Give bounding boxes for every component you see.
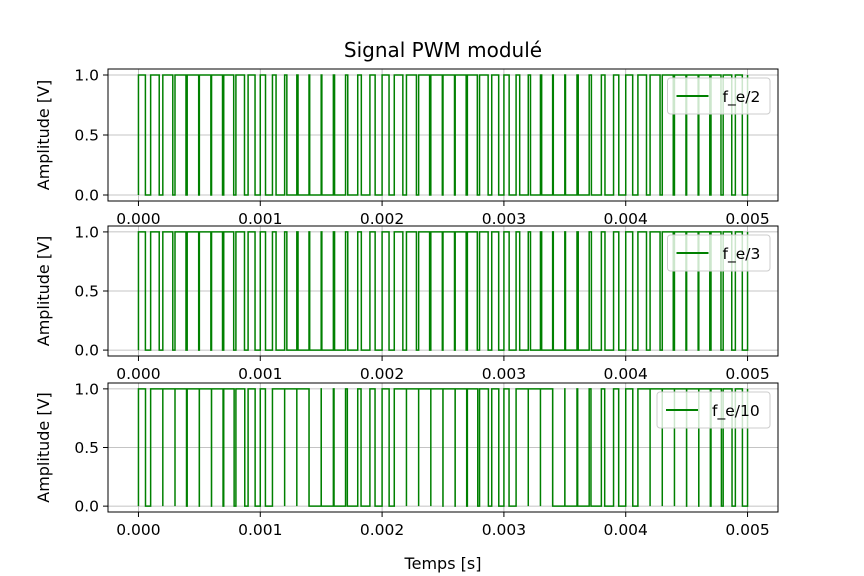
y-axis-label: Amplitude [V] [34,392,53,503]
x-tick-label: 0.000 [116,365,160,383]
x-tick-label: 0.001 [238,365,282,383]
y-tick-label: 1.0 [74,67,99,85]
legend-box [667,234,771,272]
y-tick-label: 0.5 [74,127,99,145]
x-tick-label: 0.004 [604,521,648,539]
legend-box [667,77,771,115]
subplot-1: 0.0 0.5 1.0 0.000 0.001 0.002 0.003 0.004 0.005 A… [34,67,779,228]
x-axis-label: Temps [s] [404,554,482,573]
x-tick-label: 0.005 [725,210,769,228]
x-tick-label: 0.001 [238,210,282,228]
legend: f_e/10 [656,391,771,429]
legend: f_e/3 [667,234,771,272]
y-axis-label: Amplitude [V] [34,236,53,347]
y-axis-label: Amplitude [V] [34,80,53,191]
x-tick-label: 0.005 [725,365,769,383]
legend: f_e/2 [667,77,771,115]
legend-label: f_e/2 [723,88,761,107]
y-tick-label: 1.0 [74,223,99,241]
y-tick-label: 0.0 [74,187,99,205]
y-tick-label: 1.0 [74,380,99,398]
y-tick-label: 0.5 [74,439,99,457]
x-tick-label: 0.003 [482,521,526,539]
figure-title: Signal PWM modulé [344,38,542,62]
x-tick-label: 0.005 [725,521,769,539]
series-line [137,231,749,351]
x-tick-label: 0.002 [360,365,404,383]
subplot-2: 0.0 0.5 1.0 0.000 0.001 0.002 0.003 0.004 0.005 A… [34,223,779,383]
x-tick-label: 0.000 [116,210,160,228]
y-tick-label: 0.5 [74,283,99,301]
legend-box [656,391,771,429]
x-tick-label: 0.001 [238,521,282,539]
x-tick-label: 0.004 [604,210,648,228]
x-tick-label: 0.002 [360,210,404,228]
x-tick-label: 0.000 [116,521,160,539]
legend-label: f_e/3 [723,245,761,264]
legend-label: f_e/10 [712,402,760,421]
x-tick-label: 0.003 [482,365,526,383]
y-tick-label: 0.0 [74,342,99,360]
x-tick-label: 0.003 [482,210,526,228]
x-tick-label: 0.002 [360,521,404,539]
series-line [137,388,749,507]
x-tick-label: 0.004 [604,365,648,383]
y-tick-label: 0.0 [74,498,99,516]
subplot-3: 0.0 0.5 1.0 0.000 0.001 0.002 0.003 0.004 0.005 A… [34,380,779,539]
series-line [137,74,749,196]
subplots: 0.0 0.5 1.0 0.000 0.001 0.002 0.003 0.004 0.005 A… [34,67,779,539]
